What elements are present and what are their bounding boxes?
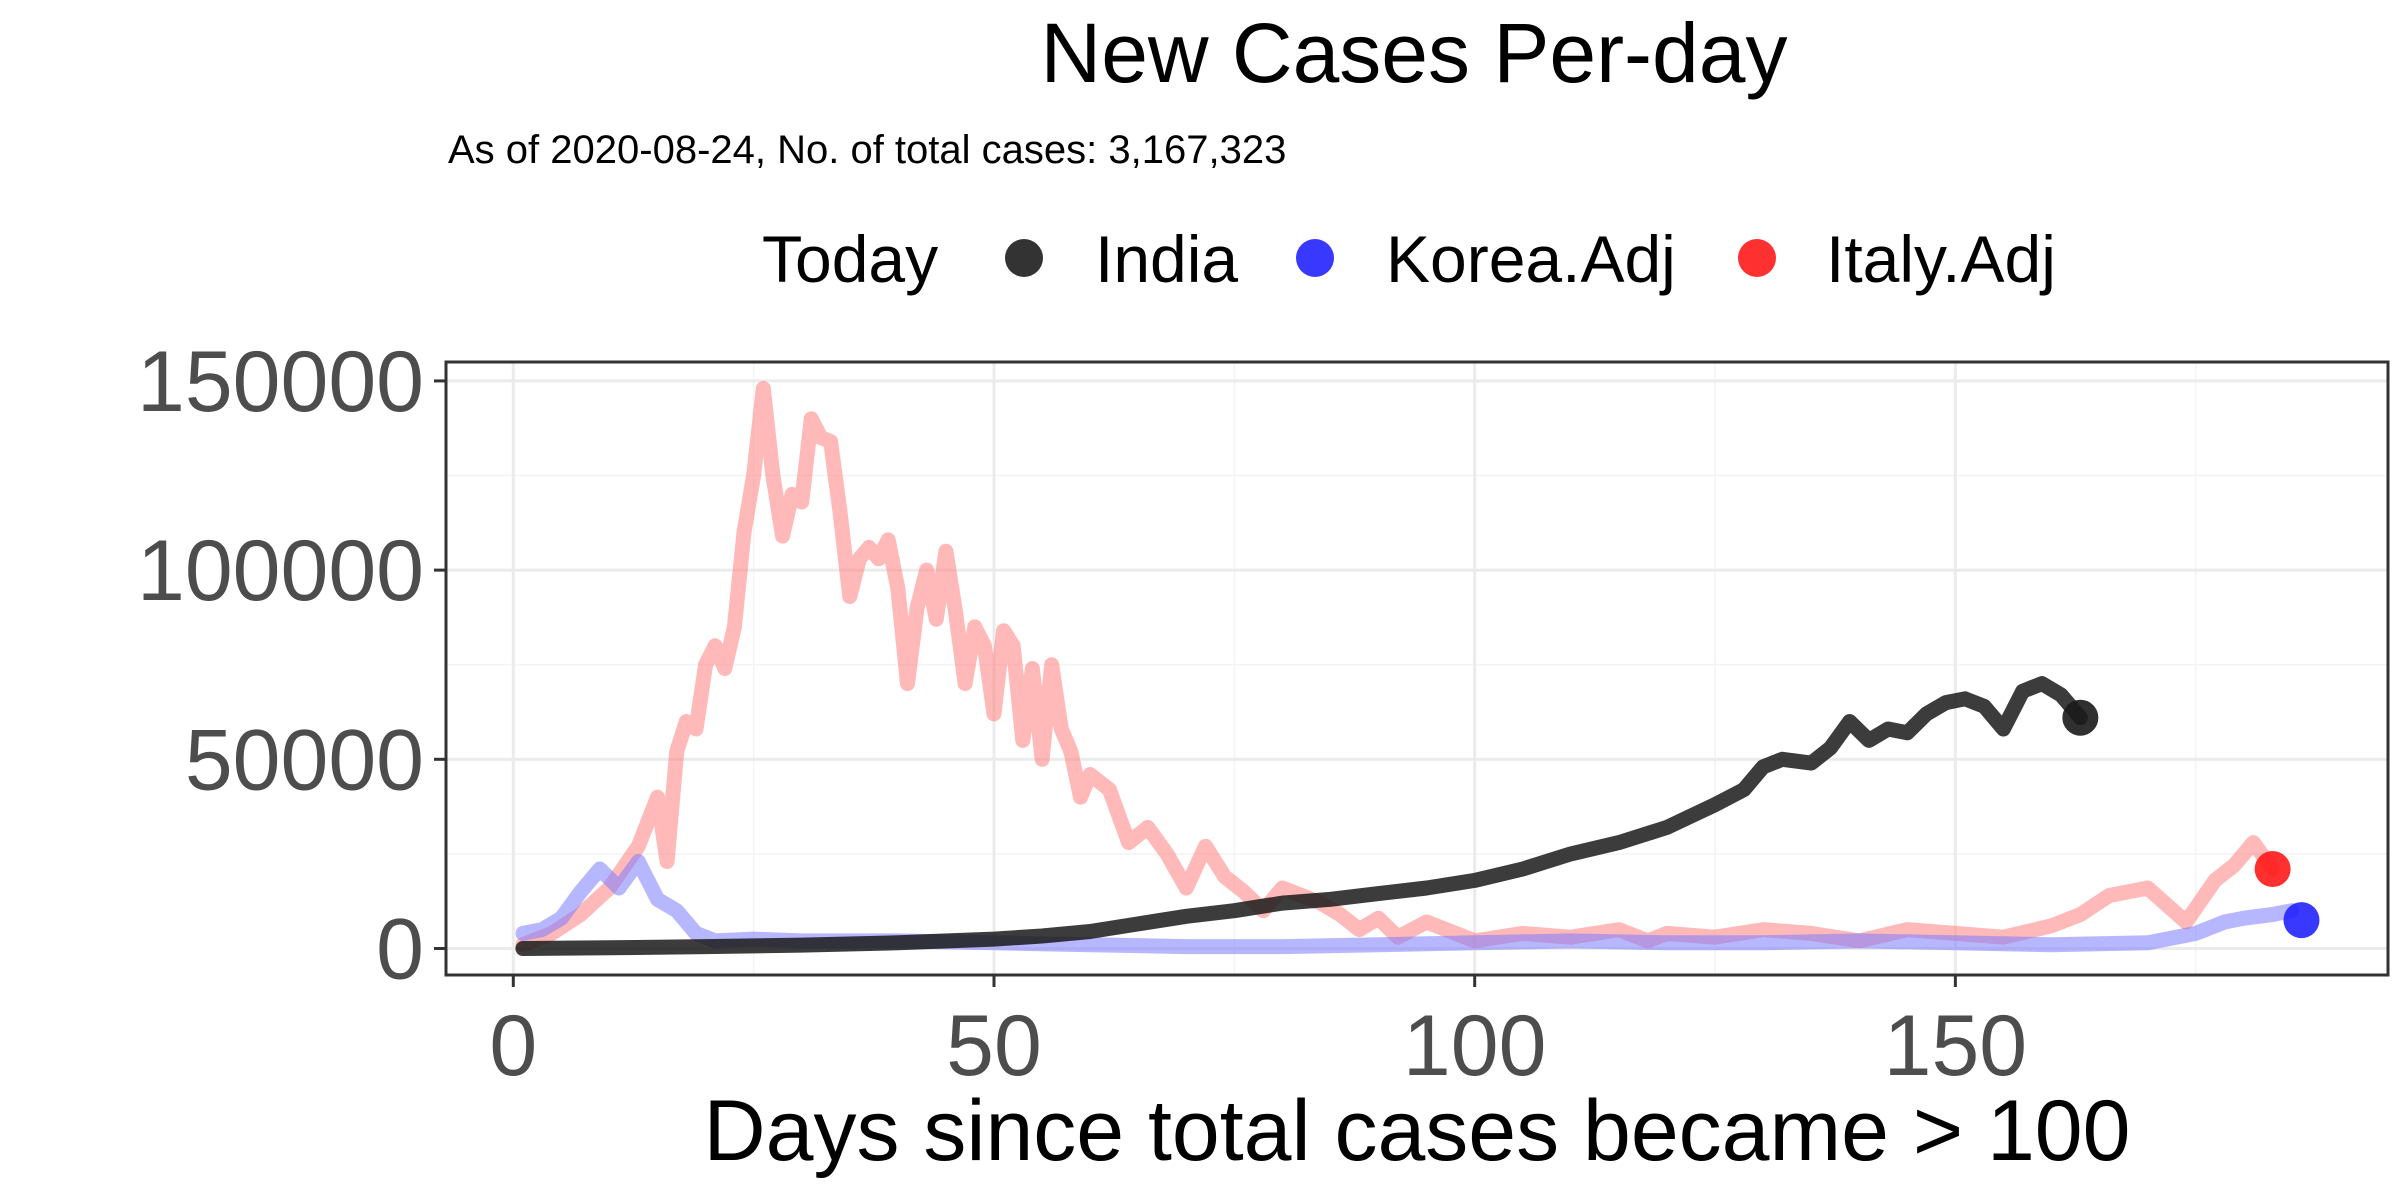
today-point-korea-adj [2283,902,2320,939]
y-tick-label: 50000 [185,712,424,808]
legend-label-italy: Italy.Adj [1826,222,2056,296]
series-line-italy-adj [515,381,2281,953]
legend: Today India Korea.Adj Italy.Adj [762,222,2056,296]
series-line-india [515,676,2088,956]
chart-title: New Cases Per-day [1041,6,1788,100]
y-tick-label: 150000 [137,334,424,430]
legend-marker-korea [1296,239,1334,277]
legend-title: Today [762,222,938,296]
today-point-india [2062,699,2099,736]
x-axis-title: Days since total cases became > 100 [704,1083,2131,1179]
y-tick-label: 0 [376,902,424,998]
series-line-korea-adj [515,854,2300,955]
legend-marker-italy [1738,239,1776,277]
axis-ticks [434,379,1957,987]
y-tick-label: 100000 [137,523,424,619]
legend-marker-india [1005,239,1043,277]
x-tick-label: 50 [946,998,1042,1094]
today-points [2062,699,2320,939]
today-point-italy-adj [2254,851,2291,888]
series-lines [515,381,2300,956]
axis-tick-labels: 0 50 100 150 0 50000 100000 150000 [137,334,2027,1094]
plot-panel-border [444,360,2390,977]
x-tick-label: 0 [489,998,537,1094]
chart-subtitle: As of 2020-08-24, No. of total cases: 3,… [448,128,1286,172]
legend-label-korea: Korea.Adj [1386,222,1676,296]
x-tick-label: 100 [1403,998,1547,1094]
x-tick-label: 150 [1884,998,2028,1094]
legend-label-india: India [1095,222,1238,296]
